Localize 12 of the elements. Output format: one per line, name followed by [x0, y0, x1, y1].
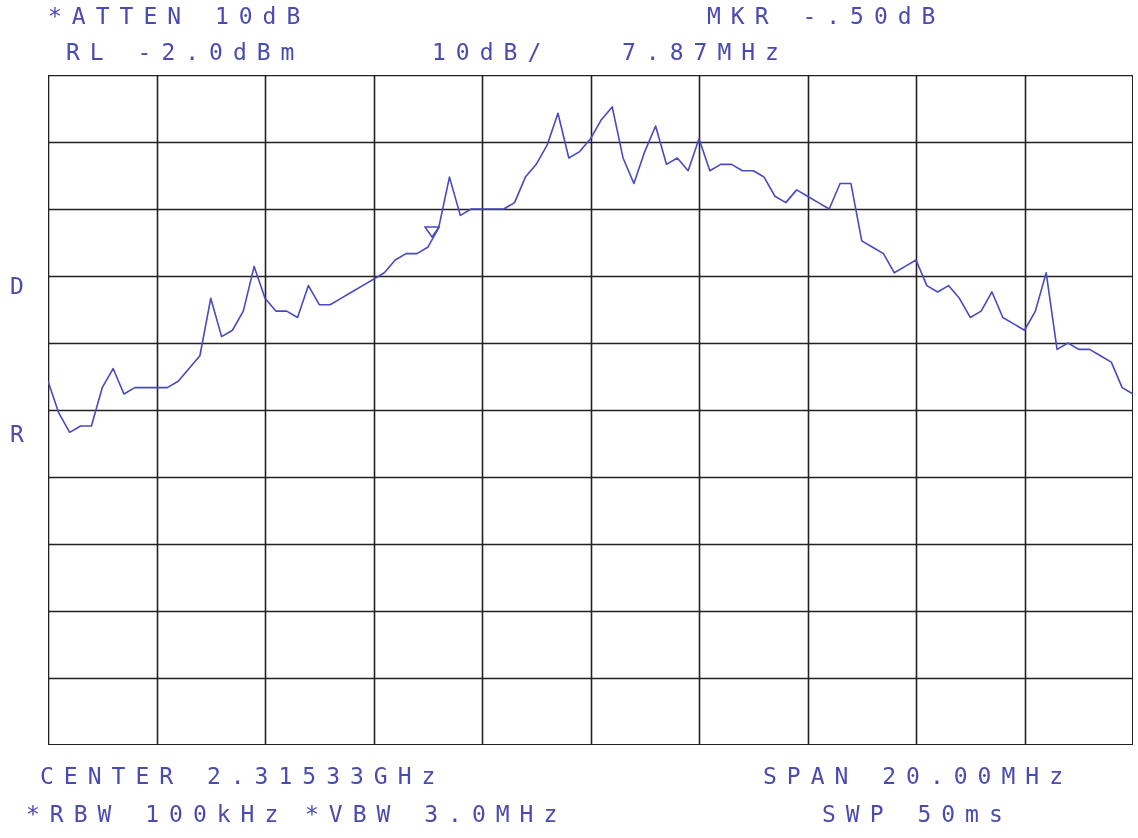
text: *RBW 100kHz: [26, 800, 289, 828]
text: 7.87MHz: [622, 38, 789, 66]
text: CENTER 2.31533GHz: [40, 762, 446, 790]
text: *VBW 3.0MHz: [305, 800, 568, 828]
text: RL -2.0dBm: [66, 38, 305, 66]
text: R: [10, 420, 34, 448]
text: 10dB/: [432, 38, 552, 66]
text: SPAN 20.00MHz: [763, 762, 1074, 790]
text: SWP 50ms: [822, 800, 1013, 828]
text: D: [10, 272, 34, 300]
text: *ATTEN 10dB: [48, 2, 311, 30]
text: MKR -.50dB: [707, 2, 946, 30]
